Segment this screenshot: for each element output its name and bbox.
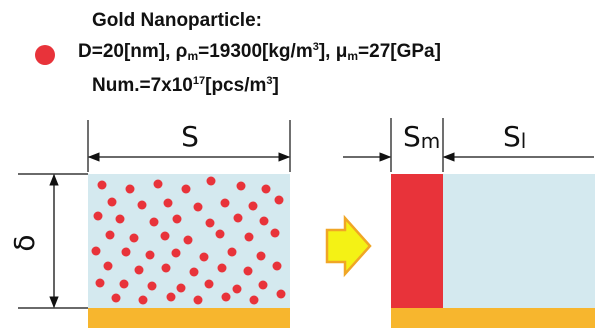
nanoparticle [134, 265, 144, 275]
solid-particle-block [391, 174, 443, 308]
nanoparticle [227, 247, 237, 257]
nanoparticle [270, 228, 280, 238]
nanoparticle [199, 252, 209, 262]
nanoparticle [259, 216, 269, 226]
nanoparticle [91, 246, 101, 256]
nanoparticle [205, 218, 215, 228]
legend-properties: D=20[nm], ρm=19300[kg/m3], μm=27[GPa] [78, 41, 441, 63]
nanoparticle [149, 217, 159, 227]
legend-title: Gold Nanoparticle: [92, 10, 262, 31]
nanoparticle [244, 232, 254, 242]
nanoparticle [193, 202, 203, 212]
legend-number-density: Num.=7x1017[pcs/m3] [92, 75, 279, 96]
nanoparticle [221, 292, 231, 302]
nanoparticle [206, 176, 216, 186]
nanoparticle [176, 283, 186, 293]
nanoparticle [153, 179, 163, 189]
nanoparticle [161, 263, 171, 273]
transition-arrow [325, 214, 372, 278]
nanoparticle [232, 284, 242, 294]
dim-sl-label: Sl [503, 120, 526, 153]
nanoparticle [103, 261, 113, 271]
matrix-block [443, 174, 595, 308]
substrate-left [88, 308, 290, 328]
nanoparticle [258, 280, 268, 290]
nanoparticle [121, 247, 131, 257]
nanoparticle [160, 231, 170, 241]
nanoparticle [236, 181, 246, 191]
nanoparticle [93, 211, 103, 221]
dim-sm-label: Sm [403, 120, 440, 153]
nanoparticle [249, 295, 259, 305]
nanoparticle [166, 292, 176, 302]
dim-delta-label: δ [8, 234, 41, 251]
nanoparticle [125, 184, 135, 194]
nanoparticle [276, 289, 286, 299]
nanoparticle [243, 266, 253, 276]
nanoparticle [138, 295, 148, 305]
nanoparticle [204, 279, 214, 289]
nanoparticle [233, 213, 243, 223]
nanoparticle [95, 278, 105, 288]
nanoparticle [217, 263, 227, 273]
nanoparticle [256, 251, 266, 261]
nanoparticle [215, 229, 225, 239]
dim-s-label: S [181, 120, 199, 153]
nanoparticle [129, 233, 139, 243]
nanoparticle [119, 279, 129, 289]
nanoparticle [181, 184, 191, 194]
nanoparticle [145, 250, 155, 260]
nanoparticle [163, 198, 173, 208]
nanoparticle [147, 281, 157, 291]
nanoparticle [193, 295, 203, 305]
nanoparticle [107, 197, 117, 207]
nanoparticle [97, 180, 107, 190]
nanoparticle [274, 195, 284, 205]
legend-particle-icon [35, 45, 55, 65]
nanoparticle [183, 235, 193, 245]
nanoparticle [220, 198, 230, 208]
nanoparticle [137, 200, 147, 210]
nanoparticle [272, 261, 282, 271]
nanoparticle [171, 248, 181, 258]
substrate-right [391, 308, 595, 328]
particles-group [91, 176, 286, 305]
nanoparticle [248, 201, 258, 211]
nanoparticle [261, 184, 271, 194]
nanoparticle [111, 293, 121, 303]
nanoparticle [172, 214, 182, 224]
nanoparticle [105, 230, 115, 240]
nanoparticle [189, 267, 199, 277]
nanoparticle [115, 214, 125, 224]
